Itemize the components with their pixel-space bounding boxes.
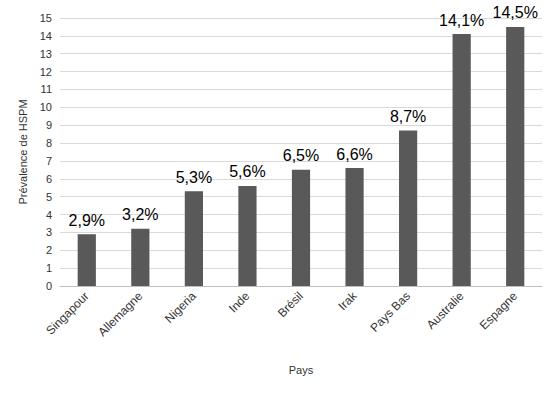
svg-text:9: 9: [46, 119, 52, 131]
svg-text:12: 12: [40, 66, 52, 78]
svg-text:Brésil: Brésil: [275, 289, 306, 320]
svg-text:3: 3: [46, 226, 52, 238]
svg-text:7: 7: [46, 155, 52, 167]
svg-text:6,5%: 6,5%: [283, 147, 319, 164]
svg-text:Irak: Irak: [335, 288, 360, 313]
svg-text:8: 8: [46, 137, 52, 149]
svg-text:15: 15: [40, 12, 52, 24]
svg-text:6: 6: [46, 173, 52, 185]
svg-text:Nigeria: Nigeria: [162, 289, 199, 326]
svg-text:13: 13: [40, 48, 52, 60]
svg-text:10: 10: [40, 101, 52, 113]
svg-text:Australie: Australie: [424, 289, 467, 332]
svg-text:2: 2: [46, 244, 52, 256]
svg-text:4: 4: [46, 209, 52, 221]
svg-text:14,1%: 14,1%: [439, 12, 484, 29]
svg-text:14,5%: 14,5%: [493, 4, 538, 21]
svg-text:3,2%: 3,2%: [122, 206, 158, 223]
svg-text:5: 5: [46, 191, 52, 203]
svg-text:2,9%: 2,9%: [69, 212, 105, 229]
svg-text:11: 11: [41, 83, 52, 95]
svg-text:Espagne: Espagne: [477, 289, 521, 333]
svg-text:6,6%: 6,6%: [336, 146, 372, 163]
svg-text:Singapour: Singapour: [43, 289, 92, 338]
svg-text:Inde: Inde: [226, 289, 253, 316]
svg-text:5,6%: 5,6%: [229, 163, 265, 180]
svg-text:0: 0: [46, 280, 52, 292]
svg-text:Allemagne: Allemagne: [95, 289, 145, 339]
svg-text:1: 1: [46, 262, 52, 274]
svg-text:Pays Bas: Pays Bas: [367, 289, 413, 335]
svg-text:5,3%: 5,3%: [176, 169, 212, 186]
svg-text:14: 14: [40, 30, 52, 42]
svg-text:Prévalence de HSPM: Prévalence de HSPM: [17, 99, 29, 204]
svg-text:Pays: Pays: [289, 364, 314, 376]
svg-text:8,7%: 8,7%: [390, 108, 426, 125]
